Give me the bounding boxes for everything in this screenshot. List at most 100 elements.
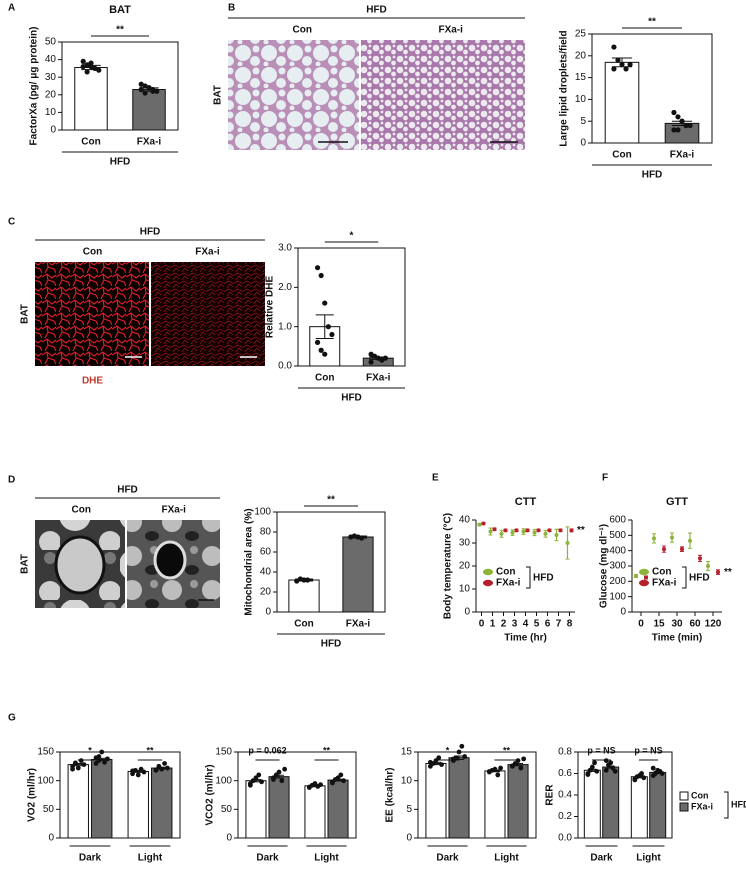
micrograph <box>151 262 265 366</box>
y-tick-label: 0 <box>406 833 412 844</box>
legend-swatch <box>639 568 649 576</box>
data-point <box>536 528 541 533</box>
y-tick-label: 5 <box>580 116 586 127</box>
x-tick-label: Dark <box>436 853 459 864</box>
data-point <box>632 777 638 783</box>
bar <box>602 766 620 839</box>
y-tick-label: 200 <box>609 576 626 587</box>
data-point <box>518 765 524 771</box>
legend-group: HFD <box>689 573 710 584</box>
micrograph-detail <box>54 535 106 595</box>
legend-swatch <box>639 579 649 587</box>
y-tick-label: 150 <box>215 747 232 758</box>
data-point <box>359 535 365 541</box>
bar <box>342 536 374 613</box>
data-point <box>247 782 253 788</box>
data-point <box>75 765 81 771</box>
y-tick-label: 25 <box>575 29 587 40</box>
data-point <box>341 778 347 784</box>
data-point <box>314 339 321 345</box>
data-point <box>141 769 147 775</box>
x-axis-label: Time (hr) <box>504 633 547 644</box>
data-point <box>670 535 674 540</box>
bar <box>132 89 166 131</box>
data-point <box>130 768 135 774</box>
y-tick-label: 10 <box>401 775 413 786</box>
data-point <box>659 771 665 776</box>
bar <box>91 758 113 839</box>
legend-label: FXa-i <box>496 578 521 589</box>
data-point <box>521 756 527 762</box>
group-label: HFD <box>341 393 362 404</box>
data-point <box>88 60 94 66</box>
bar <box>327 779 349 839</box>
legend-label: FXa-i <box>691 801 713 811</box>
data-point <box>150 88 156 94</box>
data-point <box>135 772 141 778</box>
data-point <box>486 769 492 774</box>
data-point <box>456 749 462 755</box>
x-tick-label: 1 <box>490 619 496 630</box>
bar <box>288 579 320 613</box>
bar <box>425 762 447 839</box>
micrograph-detail <box>153 540 187 580</box>
x-tick-label: FXa-i <box>670 150 695 161</box>
data-point <box>80 64 86 70</box>
data-point <box>503 528 508 533</box>
x-tick-label: 4 <box>523 619 529 630</box>
y-tick-label: 150 <box>37 747 54 758</box>
legend-bracket <box>724 791 729 819</box>
data-point <box>498 765 503 771</box>
bar <box>664 122 700 144</box>
significance: p = NS <box>587 745 615 755</box>
data-point <box>680 547 684 552</box>
y-tick-label: 15 <box>401 747 413 758</box>
x-tick-label: Dark <box>590 853 613 864</box>
data-point <box>481 521 486 526</box>
data-point <box>382 355 389 361</box>
plot-frame <box>297 247 406 367</box>
y-axis-label: EE (kcal/hr) <box>385 767 396 822</box>
panel-letter: E <box>432 473 439 484</box>
y-tick-label: 0 <box>50 125 56 136</box>
y-tick-label: 40 <box>45 54 57 65</box>
data-point <box>301 577 307 583</box>
group-label: HFD <box>140 227 161 238</box>
y-axis-label: Mitochondrial area (%) <box>244 508 255 615</box>
data-point <box>687 122 693 129</box>
y-tick-label: 0.0 <box>278 361 292 372</box>
panel-letter: G <box>8 713 16 724</box>
group-label: HFD <box>321 639 342 650</box>
data-point <box>93 761 99 766</box>
data-point <box>154 88 160 94</box>
y-tick-label: 20 <box>459 561 471 572</box>
data-point <box>81 762 87 768</box>
y-tick-label: 40 <box>260 567 272 578</box>
y-tick-label: 0.6 <box>558 768 572 779</box>
data-point <box>322 300 328 306</box>
significance: * <box>88 745 92 755</box>
x-tick-label: Con <box>315 373 334 384</box>
data-point <box>142 90 148 96</box>
y-axis-label: Glucose (mg dl⁻¹) <box>599 524 610 608</box>
y-tick-label: 10 <box>459 584 471 595</box>
y-axis-label: Relative DHE <box>265 276 276 339</box>
y-tick-label: 100 <box>215 775 232 786</box>
legend-bracket <box>526 566 531 589</box>
column-label: Con <box>72 505 91 516</box>
panel-letter: A <box>8 3 15 14</box>
y-tick-label: 0 <box>620 607 626 618</box>
group-label: HFD <box>117 485 138 496</box>
data-point <box>558 528 563 533</box>
y-tick-label: 100 <box>609 591 626 602</box>
bar <box>484 770 506 839</box>
y-tick-label: 0.2 <box>558 811 572 822</box>
bar <box>127 770 149 839</box>
data-point <box>318 347 324 353</box>
data-point <box>650 765 656 771</box>
panel-letter: D <box>8 475 15 486</box>
data-point <box>330 780 335 786</box>
y-tick-label: 0 <box>464 607 470 618</box>
micrograph <box>35 262 149 366</box>
y-axis-label: Body temperature (°C) <box>443 513 454 619</box>
